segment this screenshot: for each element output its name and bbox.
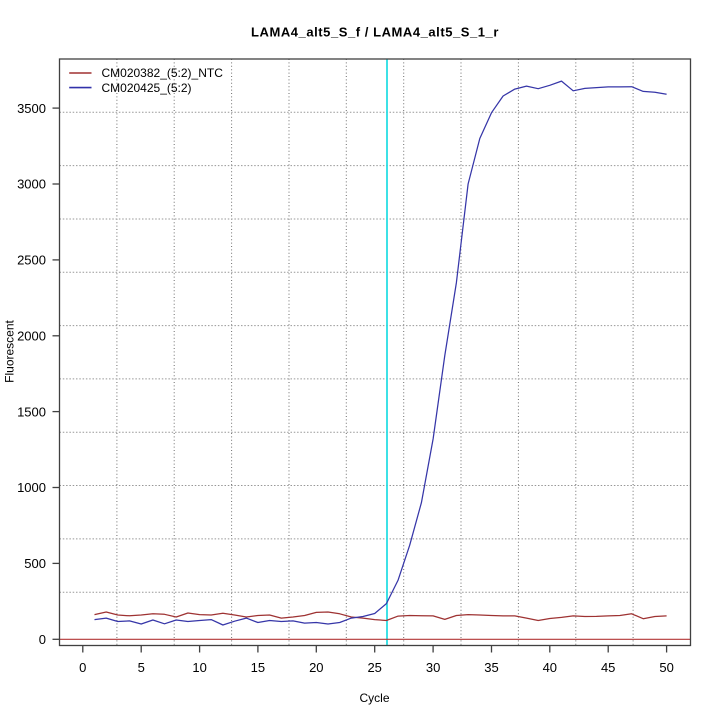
svg-text:0: 0 — [39, 632, 46, 647]
svg-text:1000: 1000 — [17, 480, 46, 495]
svg-text:30: 30 — [426, 660, 440, 675]
svg-text:0: 0 — [79, 660, 86, 675]
svg-text:40: 40 — [543, 660, 557, 675]
svg-text:25: 25 — [367, 660, 381, 675]
svg-text:20: 20 — [309, 660, 323, 675]
svg-text:Fluorescent: Fluorescent — [3, 319, 17, 382]
svg-text:CM020382_(5:2)_NTC: CM020382_(5:2)_NTC — [102, 66, 224, 80]
svg-text:LAMA4_alt5_S_f / LAMA4_alt5_S_: LAMA4_alt5_S_f / LAMA4_alt5_S_1_r — [251, 24, 499, 39]
svg-text:35: 35 — [484, 660, 498, 675]
svg-text:50: 50 — [659, 660, 673, 675]
svg-text:15: 15 — [251, 660, 265, 675]
svg-text:5: 5 — [138, 660, 145, 675]
svg-text:1500: 1500 — [17, 404, 46, 419]
svg-text:2500: 2500 — [17, 253, 46, 268]
svg-text:10: 10 — [192, 660, 206, 675]
svg-text:CM020425_(5:2): CM020425_(5:2) — [102, 81, 192, 95]
svg-text:500: 500 — [24, 556, 46, 571]
svg-text:2000: 2000 — [17, 329, 46, 344]
svg-text:Cycle: Cycle — [359, 691, 389, 705]
svg-text:3000: 3000 — [17, 177, 46, 192]
svg-text:45: 45 — [601, 660, 615, 675]
svg-text:3500: 3500 — [17, 101, 46, 116]
